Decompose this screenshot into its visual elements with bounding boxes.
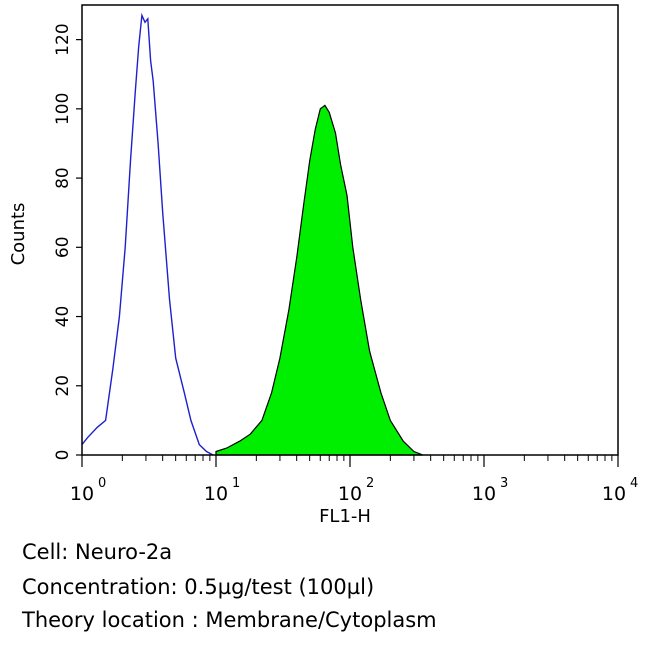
y-tick-label: 0	[53, 450, 73, 461]
y-axis-label: Counts	[8, 203, 29, 266]
x-tick-exponent: 4	[630, 476, 638, 491]
caption-location: Theory location : Membrane/Cytoplasm	[22, 608, 437, 632]
x-tick-exponent: 0	[98, 476, 106, 491]
x-tick-label: 10	[602, 483, 626, 505]
series-antibody-area	[215, 104, 424, 456]
x-tick-exponent: 2	[366, 476, 374, 491]
caption-cell: Cell: Neuro-2a	[22, 540, 173, 564]
y-tick-label: 80	[53, 167, 73, 189]
x-tick-exponent: 3	[500, 476, 508, 491]
x-tick-label: 10	[204, 483, 228, 505]
y-tick-label: 60	[53, 236, 73, 258]
y-tick-label: 40	[53, 306, 73, 328]
y-tick-label: 100	[53, 93, 73, 125]
x-tick-label: 10	[472, 483, 496, 505]
x-axis-label: FL1-H	[319, 506, 371, 527]
y-tick-label: 20	[53, 375, 73, 397]
series-isotype-outline	[81, 12, 214, 456]
x-tick-exponent: 1	[232, 476, 240, 491]
caption-concentration: Concentration: 0.5µg/test (100µl)	[22, 575, 375, 599]
y-tick-label: 120	[53, 23, 73, 55]
x-tick-label: 10	[70, 483, 94, 505]
x-tick-label: 10	[338, 483, 362, 505]
